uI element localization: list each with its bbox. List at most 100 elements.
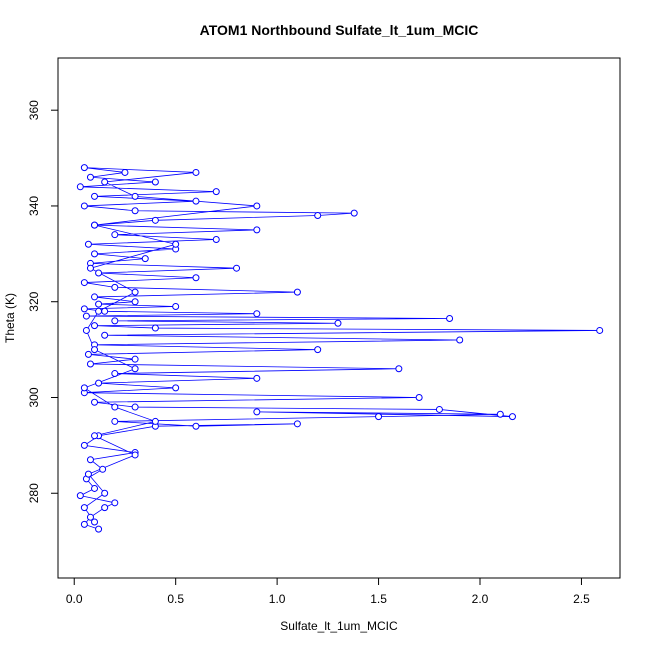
data-point	[91, 432, 99, 440]
y-tick-label: 280	[27, 483, 41, 503]
data-point	[151, 324, 159, 332]
data-point	[101, 489, 109, 497]
data-point	[192, 274, 200, 282]
data-point	[111, 403, 119, 411]
data-point	[192, 422, 200, 430]
data-point	[253, 408, 261, 416]
y-tick-label: 360	[27, 100, 41, 120]
data-point	[82, 312, 90, 320]
data-point	[233, 264, 241, 272]
data-point	[91, 221, 99, 229]
data-point	[151, 417, 159, 425]
data-point	[350, 209, 358, 217]
data-point	[91, 322, 99, 330]
data-point	[84, 350, 92, 358]
data-point	[415, 393, 423, 401]
data-point	[172, 303, 180, 311]
x-tick-label: 0.0	[66, 592, 83, 606]
data-point	[111, 417, 119, 425]
data-point	[131, 403, 139, 411]
data-point	[80, 441, 88, 449]
data-point	[91, 250, 99, 258]
x-tick-label: 1.5	[370, 592, 387, 606]
data-point	[95, 525, 103, 533]
data-point	[80, 305, 88, 313]
data-point	[151, 216, 159, 224]
data-point	[131, 207, 139, 215]
data-point	[141, 255, 149, 263]
x-axis-label: Sulfate_lt_1um_MCIC	[280, 619, 398, 633]
data-point	[131, 298, 139, 306]
data-point	[99, 465, 107, 473]
data-point	[131, 192, 139, 200]
x-tick-label: 2.5	[573, 592, 590, 606]
data-point	[91, 398, 99, 406]
data-point	[192, 168, 200, 176]
data-point	[80, 202, 88, 210]
data-point	[91, 518, 99, 526]
x-tick-label: 1.0	[269, 592, 286, 606]
data-point	[293, 288, 301, 296]
data-point	[80, 520, 88, 528]
data-point	[95, 269, 103, 277]
data-point	[172, 240, 180, 248]
data-point	[101, 504, 109, 512]
data-point	[446, 314, 454, 322]
data-point	[508, 413, 516, 421]
data-point	[375, 413, 383, 421]
data-point	[80, 164, 88, 172]
data-point	[314, 346, 322, 354]
data-point	[111, 231, 119, 239]
data-point	[192, 197, 200, 205]
data-point	[95, 307, 103, 315]
data-point	[80, 504, 88, 512]
data-point	[91, 346, 99, 354]
data-point	[101, 307, 109, 315]
data-point	[111, 499, 119, 507]
data-point	[456, 336, 464, 344]
data-point	[253, 202, 261, 210]
data-point	[212, 235, 220, 243]
data-point	[84, 240, 92, 248]
data-point	[496, 410, 504, 418]
data-point	[86, 360, 94, 368]
data-point	[111, 317, 119, 325]
data-point	[82, 326, 90, 334]
data-point	[253, 374, 261, 382]
data-point	[253, 310, 261, 318]
data-point	[172, 384, 180, 392]
data-point	[86, 173, 94, 181]
plot-frame	[57, 57, 621, 579]
data-point	[111, 283, 119, 291]
data-point	[435, 405, 443, 413]
data-point	[84, 470, 92, 478]
data-point	[131, 365, 139, 373]
data-point	[212, 188, 220, 196]
data-point	[95, 300, 103, 308]
data-point	[86, 456, 94, 464]
data-point	[253, 226, 261, 234]
data-point	[131, 451, 139, 459]
data-point	[395, 365, 403, 373]
data-point	[101, 331, 109, 339]
data-point	[91, 192, 99, 200]
data-point	[80, 384, 88, 392]
data-point	[121, 168, 129, 176]
data-point	[91, 484, 99, 492]
y-tick-label: 300	[27, 387, 41, 407]
data-point	[91, 293, 99, 301]
data-point	[76, 183, 84, 191]
data-point	[151, 178, 159, 186]
data-point	[131, 355, 139, 363]
chart-title: ATOM1 Northbound Sulfate_lt_1um_MCIC	[200, 22, 479, 38]
data-point	[80, 279, 88, 287]
data-point	[334, 319, 342, 327]
y-tick-label: 320	[27, 291, 41, 311]
data-point	[111, 370, 119, 378]
y-tick-label: 340	[27, 196, 41, 216]
data-point	[131, 288, 139, 296]
y-axis-label: Theta (K)	[3, 293, 17, 343]
